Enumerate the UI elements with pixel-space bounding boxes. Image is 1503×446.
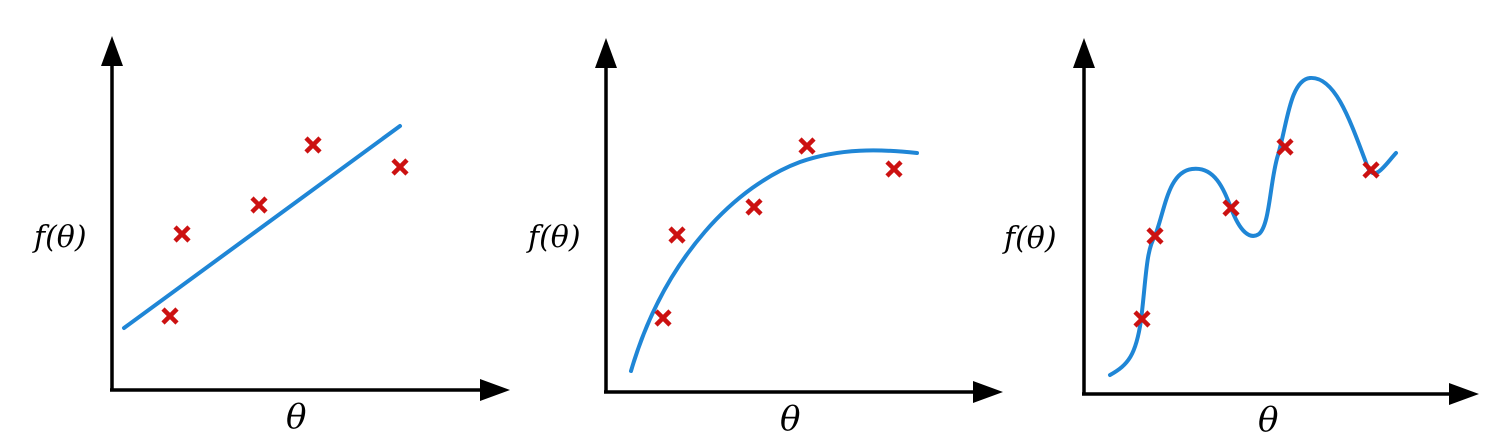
y-axis: [595, 38, 617, 392]
data-point-marker: [745, 198, 763, 216]
data-point-marker: [1362, 161, 1380, 179]
y-axis: [101, 36, 123, 390]
y-axis-label: f(θ): [1002, 221, 1057, 256]
x-axis-arrowhead: [973, 381, 1003, 403]
x-axis-label: θ: [780, 399, 800, 439]
fit-curve: [1108, 75, 1398, 377]
panel-overfit: f(θ) θ: [1002, 38, 1479, 440]
data-points: [654, 137, 903, 327]
data-point-marker: [1146, 227, 1164, 245]
y-axis-arrowhead: [1073, 38, 1095, 68]
panel-linear-fit: f(θ) θ: [32, 36, 510, 437]
y-axis: [1073, 38, 1095, 394]
data-point-marker: [250, 196, 268, 214]
y-axis-arrowhead: [595, 38, 617, 68]
y-axis-label: f(θ): [32, 220, 87, 255]
data-points: [1133, 138, 1380, 328]
x-axis-label: θ: [286, 397, 306, 437]
data-point-marker: [654, 309, 672, 327]
x-axis: [110, 379, 510, 401]
y-axis-arrowhead: [101, 36, 123, 66]
x-axis-arrowhead: [1449, 383, 1479, 405]
data-point-marker: [173, 225, 191, 243]
data-point-marker: [668, 226, 686, 244]
fit-curve: [629, 148, 919, 373]
data-point-marker: [798, 137, 816, 155]
data-point-marker: [304, 136, 322, 154]
data-point-marker: [161, 307, 179, 325]
fit-curve: [122, 124, 402, 330]
x-axis: [604, 381, 1003, 403]
data-points: [161, 136, 409, 325]
data-point-marker: [1222, 199, 1240, 217]
data-point-marker: [391, 158, 409, 176]
data-point-marker: [1133, 310, 1151, 328]
x-axis: [1082, 383, 1479, 405]
x-axis-arrowhead: [480, 379, 510, 401]
y-axis-label: f(θ): [526, 220, 581, 255]
data-point-marker: [1276, 138, 1294, 156]
data-point-marker: [885, 160, 903, 178]
panel-concave-fit: f(θ) θ: [526, 38, 1003, 439]
x-axis-label: θ: [1258, 400, 1278, 440]
